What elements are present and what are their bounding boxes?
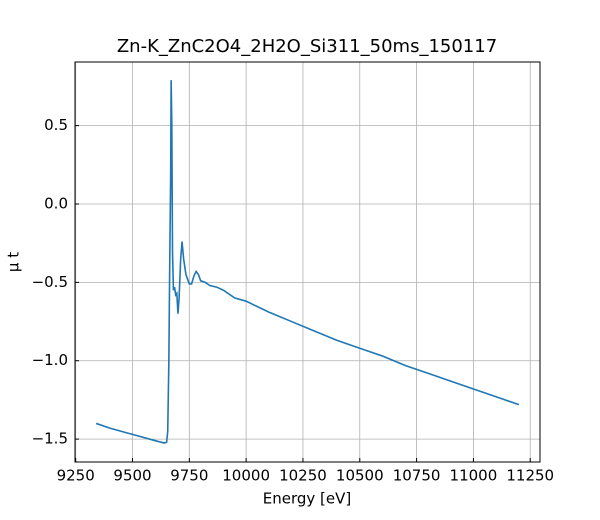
x-tick-label: 10000 bbox=[222, 467, 270, 485]
x-tick-label: 11000 bbox=[450, 467, 498, 485]
data-line bbox=[95, 80, 520, 444]
x-tick-label: 11250 bbox=[506, 467, 554, 485]
y-tick-label: −1.5 bbox=[32, 430, 68, 448]
y-tick-label: −0.5 bbox=[32, 273, 68, 291]
plot-frame bbox=[74, 61, 541, 463]
y-tick-label: 0.0 bbox=[44, 195, 68, 213]
x-tick-label: 9500 bbox=[113, 467, 151, 485]
x-tick-label: 9750 bbox=[170, 467, 208, 485]
y-axis-label: μ t bbox=[5, 252, 23, 272]
x-tick-label: 9250 bbox=[57, 467, 95, 485]
chart-title: Zn-K_ZnC2O4_2H2O_Si311_50ms_150117 bbox=[117, 36, 497, 57]
x-tick-label: 10750 bbox=[393, 467, 441, 485]
x-tick-label: 10500 bbox=[336, 467, 384, 485]
x-axis-label: Energy [eV] bbox=[263, 490, 351, 508]
y-tick-label: 0.5 bbox=[44, 116, 68, 134]
y-tick-label: −1.0 bbox=[32, 351, 68, 369]
x-tick-label: 10250 bbox=[279, 467, 327, 485]
